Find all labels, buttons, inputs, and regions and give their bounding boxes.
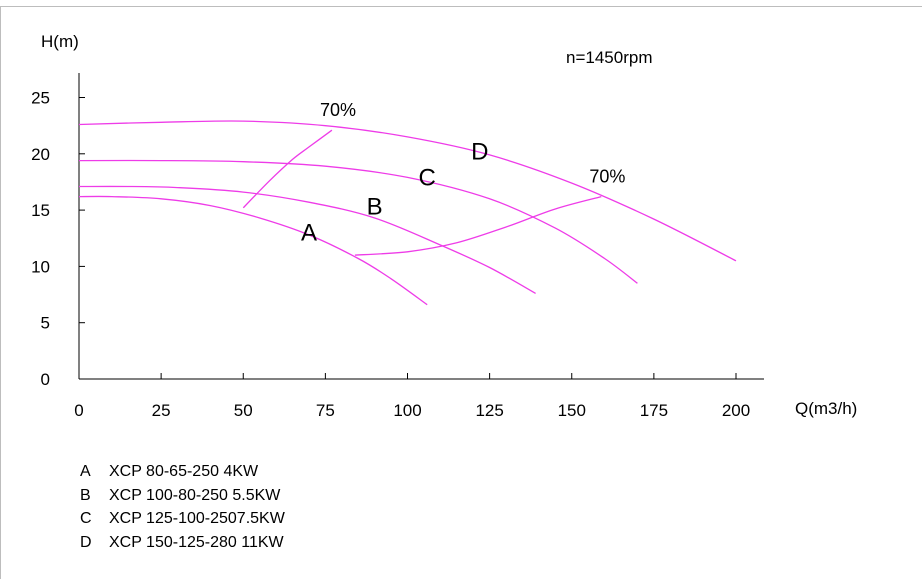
- legend-item-d: D XCP 150-125-280 11KW: [80, 531, 285, 555]
- efficiency-line-2: [354, 195, 602, 256]
- x-tick-label: 125: [475, 401, 503, 420]
- x-tick-label: 150: [558, 401, 586, 420]
- curve-a: [78, 195, 428, 306]
- efficiency-lines: 70% 70%: [242, 100, 625, 256]
- chart-frame: [0, 6, 922, 579]
- x-tick-label: 75: [316, 401, 335, 420]
- x-tick-label: 200: [722, 401, 750, 420]
- curve-label-b: B: [367, 194, 383, 221]
- curve-label-a: A: [301, 220, 317, 247]
- legend-text: XCP 150-125-280 11KW: [109, 533, 284, 551]
- curve-d: [78, 120, 737, 262]
- legend-key: B: [80, 486, 91, 504]
- curve-c: [78, 159, 638, 284]
- x-tick-label: 50: [234, 401, 253, 420]
- y-tick-label: 10: [31, 257, 50, 276]
- y-tick-label: 0: [41, 370, 50, 389]
- curve-label-d: D: [471, 138, 488, 165]
- legend-text: XCP 80-65-250 4KW: [109, 463, 259, 480]
- efficiency-line-1: [242, 129, 333, 209]
- y-tick-label: 20: [31, 145, 50, 164]
- legend-text: XCP 100-80-250 5.5KW: [109, 486, 281, 504]
- chart-labels: A B C D: [301, 138, 488, 246]
- speed-annotation: n=1450rpm: [566, 48, 652, 67]
- legend-item-b: B XCP 100-80-250 5.5KW: [80, 484, 285, 508]
- y-tick-label: 25: [31, 89, 50, 108]
- axes: 0 25 50 75 100 125 150 175 200 0 5 10 15 20 25 H(m) Q(m3…: [31, 32, 857, 420]
- legend-key: A: [80, 463, 91, 480]
- x-tick-label: 25: [152, 401, 171, 420]
- legend-key: C: [80, 510, 92, 527]
- x-tick-label: 175: [640, 401, 668, 420]
- x-tick-label: 100: [393, 401, 421, 420]
- y-axis-title: H(m): [41, 32, 79, 51]
- efficiency-label: 70%: [589, 167, 625, 187]
- legend: A XCP 80-65-250 4KW B XCP 100-80-250 5.5KW C…: [80, 460, 285, 554]
- y-tick-label: 5: [41, 314, 50, 333]
- x-tick-label: 0: [74, 401, 83, 420]
- legend-key: D: [80, 533, 92, 551]
- y-tick-label: 15: [31, 201, 50, 220]
- legend-item-c: C XCP 125-100-2507.5KW: [80, 507, 285, 531]
- x-axis-title: Q(m3/h): [795, 399, 857, 418]
- curve-b: [78, 185, 536, 294]
- legend-text: XCP 125-100-2507.5KW: [109, 510, 285, 527]
- performance-curves: [78, 120, 737, 306]
- curve-label-c: C: [419, 164, 436, 191]
- efficiency-label: 70%: [320, 100, 356, 120]
- legend-item-a: A XCP 80-65-250 4KW: [80, 460, 285, 484]
